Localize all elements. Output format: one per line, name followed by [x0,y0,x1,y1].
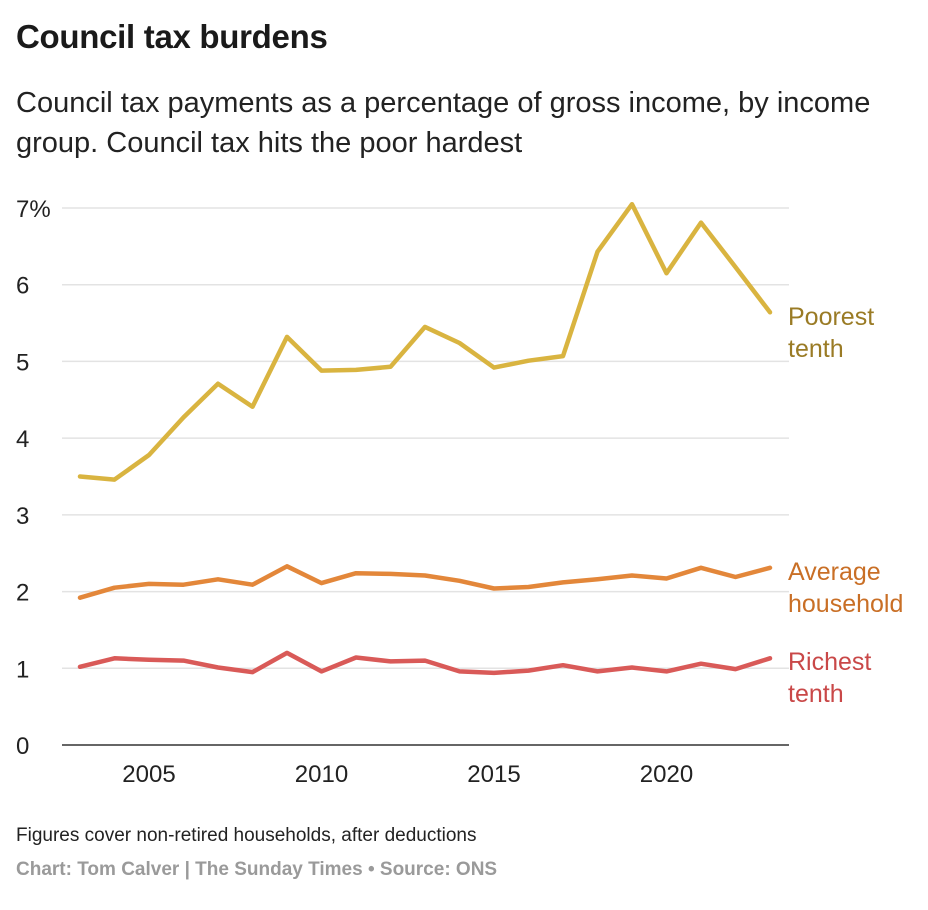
x-tick-label: 2005 [122,761,175,788]
x-tick-label: 2015 [467,761,520,788]
chart-title: Council tax burdens [16,18,328,55]
y-tick-label: 2 [16,580,29,607]
series-line-poorest-tenth [77,201,773,482]
chart-note: Figures cover non-retired households, af… [16,825,477,846]
series-label-average-household: household [788,590,903,618]
x-tick-label: 2020 [640,761,693,788]
y-tick-label: 0 [16,733,29,760]
y-tick-label: 7% [16,196,51,223]
series-label-poorest-tenth: tenth [788,335,844,363]
series-label-richest-tenth: Richest [788,648,871,676]
x-tick-label: 2010 [295,761,348,788]
y-tick-label: 5 [16,349,29,376]
y-tick-label: 1 [16,656,29,683]
y-tick-label: 4 [16,426,29,453]
chart-credit: Chart: Tom Calver | The Sunday Times • S… [16,859,498,880]
series-label-poorest-tenth: Poorest [788,303,874,331]
y-tick-label: 3 [16,503,29,530]
series-line-richest-tenth [77,650,773,676]
series-label-average-household: Average [788,558,881,586]
series-label-richest-tenth: tenth [788,680,844,708]
y-tick-label: 6 [16,273,29,300]
series-line-average-household [77,564,773,600]
chart-subtitle: Council tax payments as a percentage of … [16,87,871,159]
